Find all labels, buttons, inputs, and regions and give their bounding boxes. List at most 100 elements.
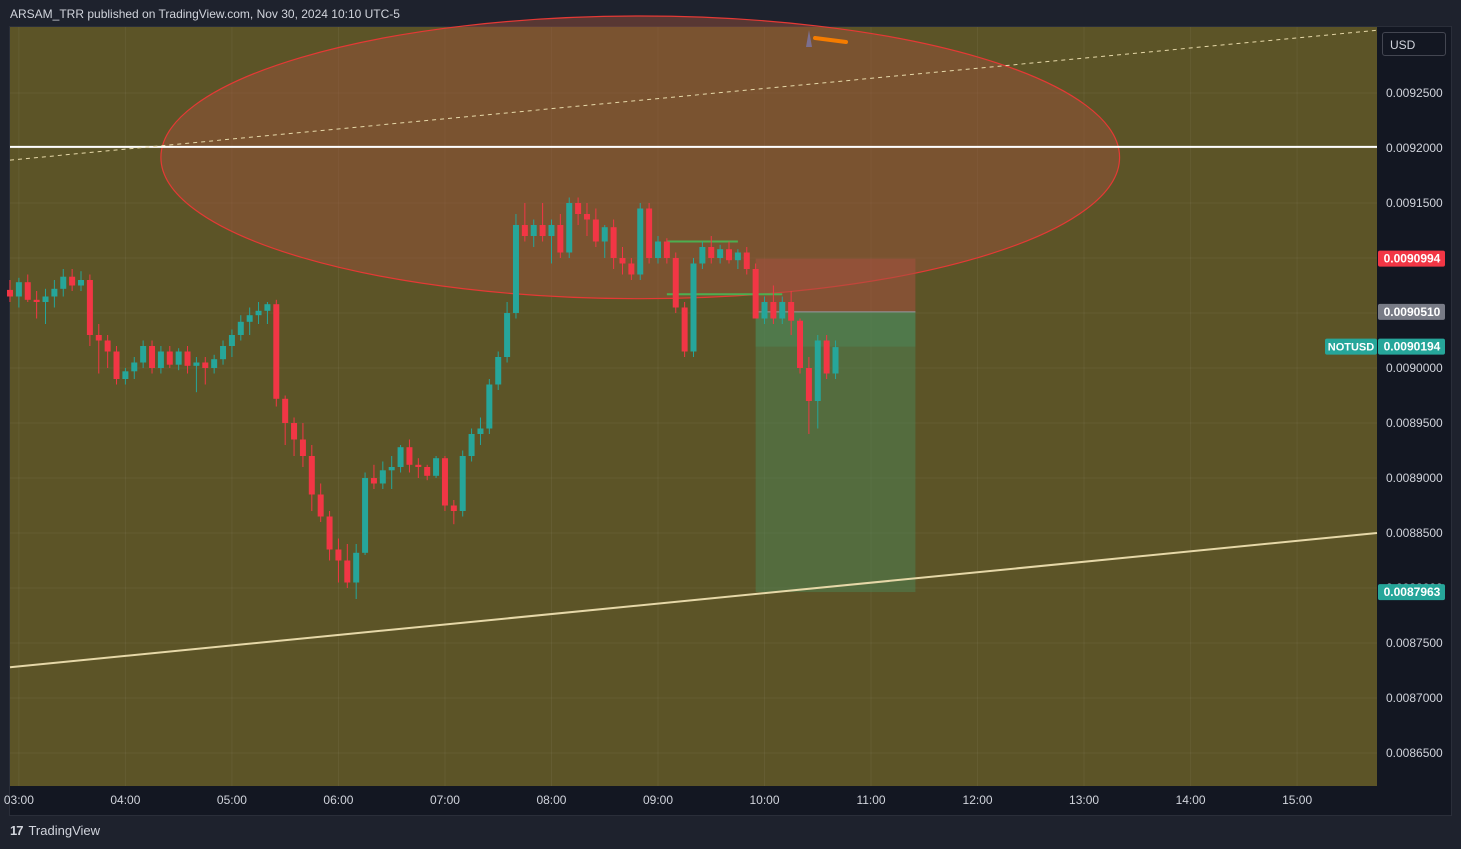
candle-up: [264, 304, 271, 311]
time-tick-label: 15:00: [1282, 793, 1312, 807]
currency-button[interactable]: USD: [1382, 32, 1446, 56]
candle-down: [743, 252, 750, 269]
candle-up: [362, 478, 369, 553]
candle-up: [42, 296, 49, 302]
candle-up: [512, 225, 519, 313]
candle-up: [140, 346, 147, 363]
candle-down: [672, 258, 679, 308]
candle-up: [477, 428, 484, 434]
candle-down: [86, 280, 93, 335]
candle-up: [433, 458, 440, 476]
candle-down: [681, 307, 688, 352]
candle-down: [95, 335, 102, 341]
footer-brand[interactable]: TradingView: [28, 823, 101, 838]
entry-price-tag: 0.0090510: [1384, 305, 1441, 319]
candle-down: [299, 439, 306, 456]
candle-up: [246, 315, 253, 322]
price-tick-label: 0.0087000: [1386, 691, 1443, 705]
time-tick-label: 08:00: [536, 793, 566, 807]
time-tick-label: 03:00: [4, 793, 34, 807]
time-tick-label: 12:00: [963, 793, 993, 807]
price-tick-label: 0.0092500: [1386, 86, 1443, 100]
candle-down: [415, 464, 422, 467]
dashed-trendline: [9, 29, 1378, 161]
candle-down: [7, 289, 13, 297]
time-axis: [10, 786, 1377, 814]
time-tick-label: 09:00: [643, 793, 673, 807]
footer: 17 TradingView: [10, 823, 100, 838]
candle-down: [166, 351, 173, 365]
candle-up: [548, 225, 555, 236]
candle-up: [832, 347, 839, 374]
publish-header: ARSAM_TRR published on TradingView.com, …: [10, 7, 400, 21]
stop-price-tag: 0.0090994: [1384, 252, 1441, 266]
candle-down: [575, 203, 582, 214]
price-tick-label: 0.0091500: [1386, 196, 1443, 210]
candle-down: [326, 516, 333, 550]
price-axis: [1377, 27, 1450, 814]
target-price-tag-bg: [1378, 584, 1445, 601]
candle-down: [557, 225, 564, 253]
candle-down: [184, 351, 191, 366]
candle-up: [717, 249, 724, 258]
ascending-trendline: [9, 532, 1378, 669]
price-tick-label: 0.0089000: [1386, 471, 1443, 485]
candle-up: [211, 359, 218, 368]
candle-down: [752, 269, 759, 319]
candle-down: [726, 249, 733, 261]
candle-down: [797, 320, 804, 368]
time-tick-label: 10:00: [749, 793, 779, 807]
price-tick-label: 0.0088500: [1386, 526, 1443, 540]
candle-up: [51, 288, 58, 297]
candle-down: [823, 340, 830, 374]
candle-down: [149, 346, 156, 368]
plot-area: [10, 27, 1377, 786]
candle-up: [131, 362, 138, 372]
tradingview-logo-icon: 17: [10, 823, 24, 838]
candle-up: [734, 252, 741, 261]
candle-down: [344, 560, 351, 583]
time-tick-label: 06:00: [323, 793, 353, 807]
candle-down: [708, 247, 715, 258]
last-price-tag: 0.0090194: [1384, 340, 1441, 354]
candle-down: [406, 447, 413, 465]
resistance-ellipse: [160, 15, 1121, 300]
candle-down: [424, 467, 431, 476]
entry-price-tag-bg: [1378, 303, 1445, 320]
candle-up: [530, 225, 537, 236]
candle-down: [291, 423, 298, 440]
candle-down: [770, 302, 777, 319]
time-tick-label: 05:00: [217, 793, 247, 807]
candle-up: [690, 263, 697, 352]
candle-up: [761, 302, 768, 319]
candle-up: [157, 351, 164, 368]
candle-up: [566, 203, 573, 253]
candle-down: [308, 456, 315, 495]
candle-up: [779, 302, 786, 319]
candle-up: [397, 447, 404, 467]
candle-down: [619, 258, 626, 264]
candle-up: [379, 470, 386, 484]
candle-up: [699, 247, 706, 264]
candle-up: [388, 467, 395, 471]
candle-up: [15, 282, 22, 297]
candle-down: [202, 362, 209, 368]
candle-up: [220, 346, 227, 360]
time-tick-label: 11:00: [856, 793, 885, 807]
time-tick-label: 04:00: [110, 793, 140, 807]
candle-down: [805, 368, 812, 401]
candle-down: [583, 214, 590, 220]
candle-up: [654, 241, 661, 258]
candle-down: [521, 225, 528, 236]
time-tick-label: 14:00: [1176, 793, 1206, 807]
candle-down: [33, 299, 40, 302]
candle-up: [495, 357, 502, 385]
candle-down: [69, 276, 76, 286]
candle-down: [628, 263, 635, 275]
candle-down: [273, 304, 280, 399]
candle-up: [814, 340, 821, 401]
candle-up: [468, 434, 475, 456]
candle-down: [335, 549, 342, 561]
target-price-tag: 0.0087963: [1384, 585, 1441, 599]
